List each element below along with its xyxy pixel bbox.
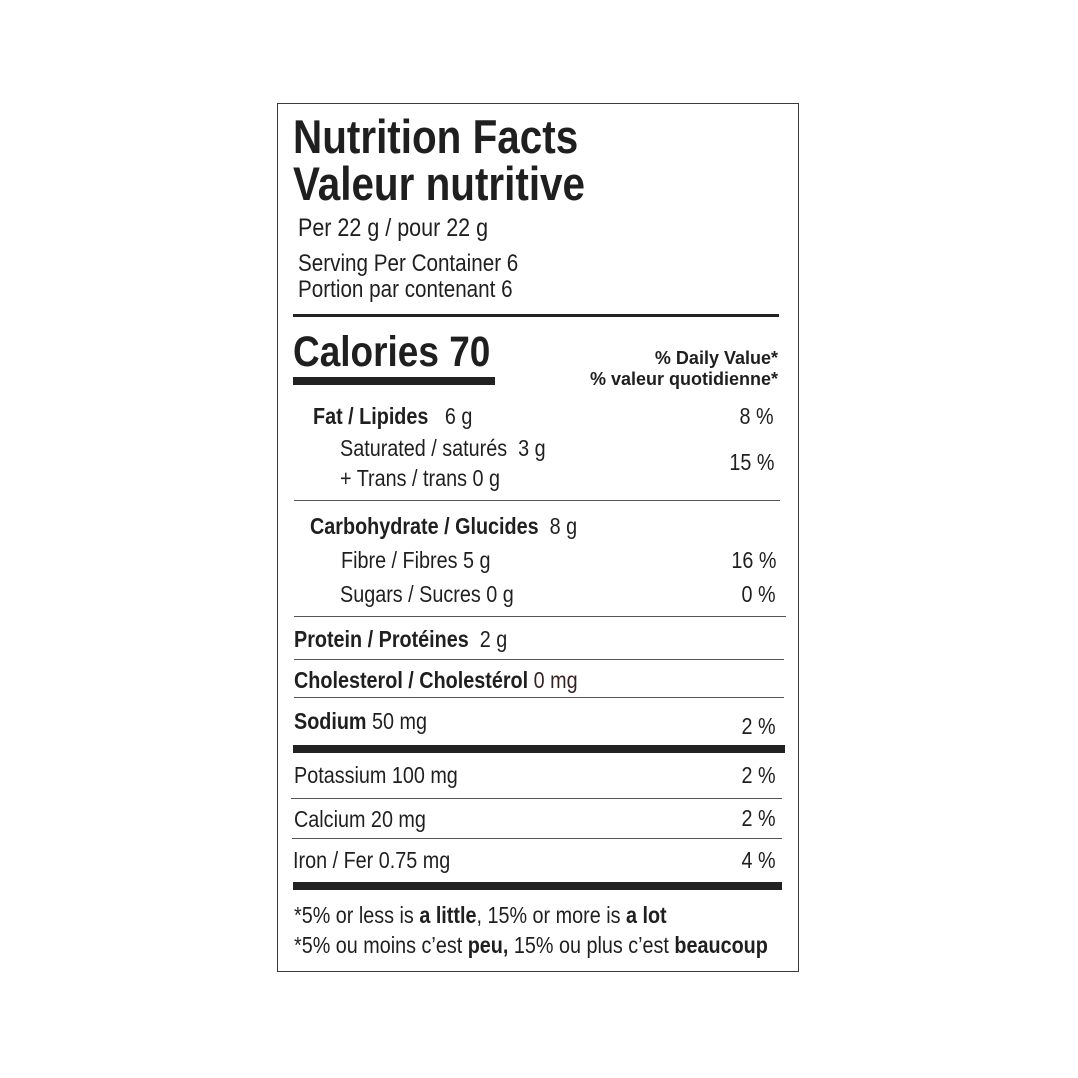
fibre-dv: 16 % [730,547,776,573]
sugars-dv: 0 % [741,581,776,607]
calories-bar [293,377,495,385]
divider [291,798,782,799]
fat-row: Fat / Lipides 6 g [313,403,473,429]
saturated-row: Saturated / saturés 3 g [340,435,546,461]
sodium-dv: 2 % [741,713,776,739]
carbohydrate-row: Carbohydrate / Glucides 8 g [310,513,578,539]
protein-row: Protein / Protéines 2 g [294,626,508,652]
trans-row: + Trans / trans 0 g [340,465,500,491]
dv-header-en: % Daily Value* [654,348,778,368]
sat-trans-dv: 15 % [728,449,774,475]
footnote-fr: *5% ou moins c’est peu, 15% ou plus c’es… [294,932,768,958]
thick-divider [293,882,782,890]
divider [293,314,779,317]
iron-dv: 4 % [741,847,776,873]
footnote-en: *5% or less is a little, 15% or more is … [294,902,667,928]
calories: Calories 70 [293,328,491,376]
servings-fr: Portion par contenant 6 [298,276,513,303]
divider [294,500,780,501]
servings-en: Serving Per Container 6 [298,250,519,277]
iron-row: Iron / Fer 0.75 mg [293,847,451,873]
divider [294,616,786,617]
potassium-dv: 2 % [741,762,776,788]
divider [294,697,784,698]
thick-divider [293,745,785,753]
potassium-row: Potassium 100 mg [294,762,458,788]
serving-size: Per 22 g / pour 22 g [298,214,489,242]
calcium-row: Calcium 20 mg [294,806,426,832]
title-fr: Valeur nutritive [293,157,586,210]
divider [292,838,782,839]
fat-dv: 8 % [739,403,774,429]
fibre-row: Fibre / Fibres 5 g [341,547,491,573]
sugars-row: Sugars / Sucres 0 g [340,581,514,607]
sodium-row: Sodium 50 mg [294,708,428,734]
cholesterol-row: Cholesterol / Cholestérol 0 mg [294,667,578,693]
calcium-dv: 2 % [741,805,776,831]
nutrition-facts-label [277,103,799,972]
divider [294,659,784,660]
title-en: Nutrition Facts [293,110,579,163]
dv-header-fr: % valeur quotidienne* [589,369,778,389]
